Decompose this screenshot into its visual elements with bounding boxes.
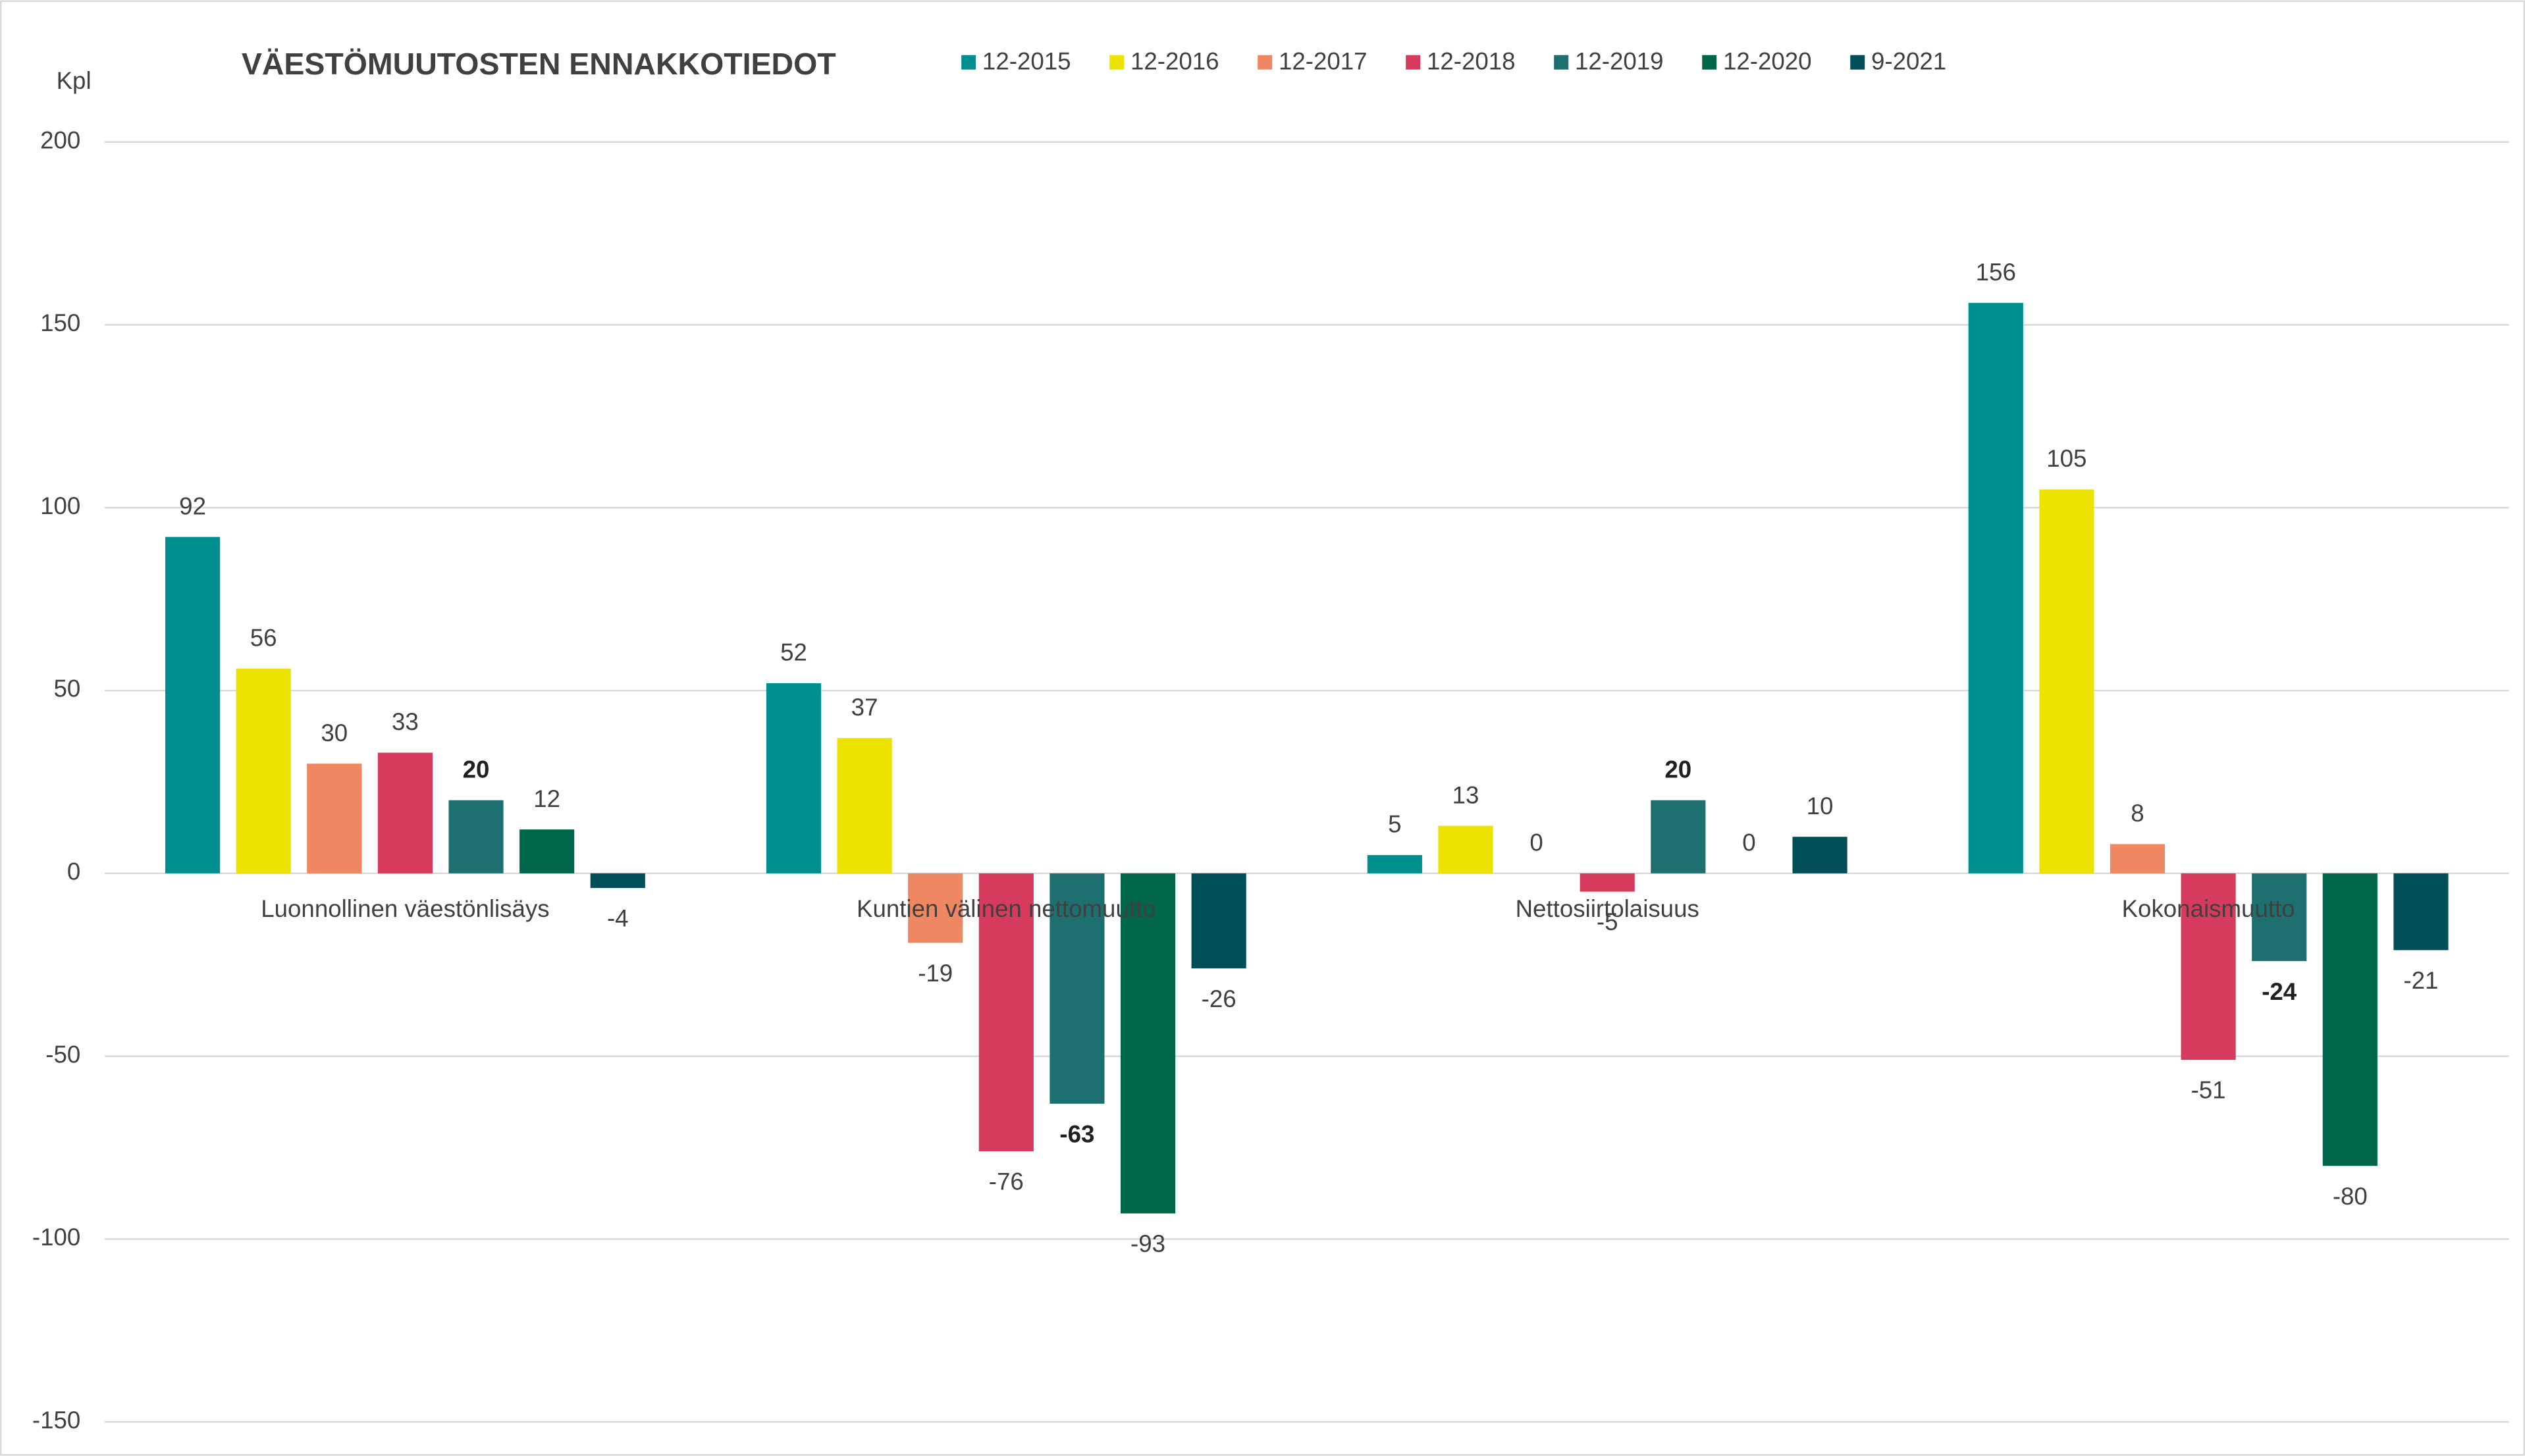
data-label: 30: [321, 719, 348, 746]
data-label: 37: [851, 694, 878, 721]
data-label: 20: [1664, 756, 1691, 783]
legend-swatch: [1406, 55, 1421, 70]
legend-label: 9-2021: [1871, 48, 1946, 75]
bar: [1191, 873, 1246, 969]
bar: [2110, 844, 2166, 873]
bar: [2252, 873, 2307, 962]
data-label: 12: [533, 785, 560, 812]
data-label: -24: [2262, 978, 2297, 1005]
bar: [1651, 800, 1706, 873]
y-tick-label: 200: [40, 126, 80, 153]
data-label: -63: [1059, 1120, 1094, 1147]
data-label: 8: [2131, 800, 2144, 827]
data-label: 5: [1388, 811, 1401, 838]
bar: [590, 873, 645, 889]
x-tick-label: Kuntien välinen nettomuutto: [857, 895, 1156, 922]
bar: [766, 683, 822, 873]
y-tick-label: 50: [53, 675, 80, 702]
data-label: 105: [2046, 445, 2086, 472]
bar: [236, 668, 291, 873]
legend-label: 12-2015: [982, 48, 1071, 75]
data-label: 156: [1976, 259, 2016, 286]
data-label: 0: [1742, 829, 1755, 856]
x-tick-label: Luonnollinen väestönlisäys: [261, 895, 549, 922]
bar: [908, 873, 963, 943]
bar: [448, 800, 504, 873]
bar: [1120, 873, 1176, 1214]
legend-label: 12-2019: [1575, 48, 1664, 75]
bar: [2039, 489, 2094, 873]
y-tick-label: 0: [67, 858, 80, 885]
data-label: 20: [463, 756, 490, 783]
x-tick-label: Nettosiirtolaisuus: [1516, 895, 1699, 922]
data-label: -19: [918, 960, 953, 987]
data-label: -80: [2333, 1183, 2368, 1210]
data-label: -51: [2191, 1077, 2226, 1104]
data-label: -21: [2403, 967, 2438, 994]
data-label: 10: [1807, 793, 1834, 819]
data-label: 13: [1452, 781, 1479, 808]
bar: [978, 873, 1034, 1152]
legend-swatch: [1109, 55, 1125, 70]
legend-swatch: [1554, 55, 1569, 70]
bar: [377, 752, 433, 873]
bar: [2181, 873, 2236, 1060]
y-tick-label: -50: [45, 1041, 80, 1068]
legend-swatch: [1258, 55, 1273, 70]
legend-label: 12-2017: [1279, 48, 1368, 75]
bar: [837, 738, 892, 873]
bar: [1050, 873, 1105, 1104]
y-tick-label: -150: [32, 1407, 80, 1434]
legend-label: 12-2016: [1130, 48, 1219, 75]
bar: [165, 536, 221, 873]
data-label: -5: [1597, 908, 1618, 935]
data-label: 92: [179, 492, 206, 519]
data-label: -76: [989, 1168, 1024, 1195]
bar: [2322, 873, 2378, 1166]
data-label: -93: [1130, 1230, 1165, 1257]
bar: [1580, 873, 1635, 892]
bar: [1438, 825, 1493, 873]
data-label: 33: [392, 708, 419, 735]
x-tick-label: Kokonaismuutto: [2122, 895, 2295, 922]
legend-swatch: [961, 55, 976, 70]
chart-title: VÄESTÖMUUTOSTEN ENNAKKOTIEDOT: [242, 47, 836, 81]
data-label: -26: [1202, 985, 1236, 1012]
y-tick-label: -100: [32, 1224, 80, 1251]
legend-swatch: [1850, 55, 1865, 70]
bar: [519, 829, 575, 873]
y-tick-label: 100: [40, 492, 80, 519]
bar: [307, 764, 362, 873]
bar: [1367, 855, 1422, 873]
data-label: 0: [1529, 829, 1543, 856]
legend-label: 12-2020: [1723, 48, 1812, 75]
y-axis-label: Kpl: [57, 67, 92, 94]
legend-swatch: [1702, 55, 1717, 70]
bar: [1968, 303, 2023, 873]
legend-label: 12-2018: [1427, 48, 1516, 75]
data-label: -4: [607, 905, 629, 932]
bar: [2393, 873, 2449, 950]
data-label: 56: [250, 624, 277, 651]
data-label: 52: [780, 639, 807, 666]
y-tick-label: 150: [40, 309, 80, 336]
bar: [1792, 837, 1847, 873]
